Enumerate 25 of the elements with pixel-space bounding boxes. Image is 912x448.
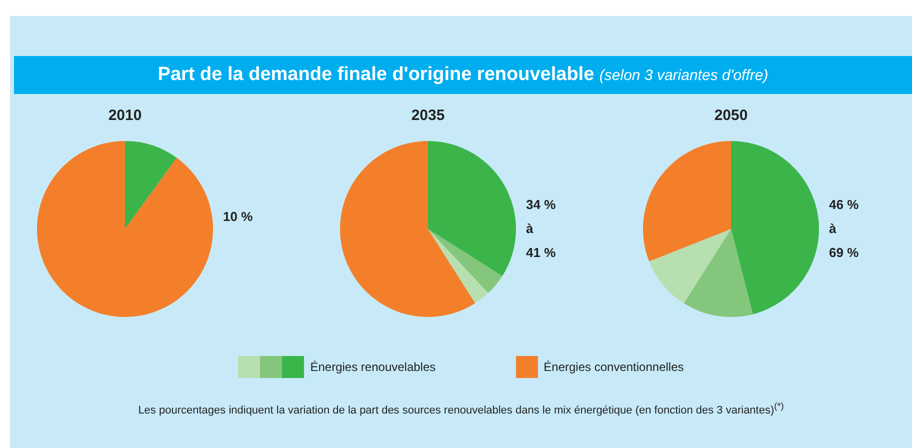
text: 41 %: [526, 245, 556, 260]
text: 69 %: [829, 245, 860, 260]
pie-slice: [125, 141, 177, 229]
text: 10 %: [223, 209, 254, 224]
chart-title: 2010: [108, 107, 142, 124]
text: à: [526, 221, 534, 236]
pie-slice: [643, 141, 731, 262]
legend-label: Énergies conventionnelles: [544, 360, 684, 374]
text: (selon 3 variantes d'offre): [599, 67, 768, 84]
pie-slice: [684, 229, 753, 317]
text: à: [829, 221, 837, 236]
pie-slice: [37, 141, 213, 317]
text: 34 %: [526, 197, 556, 212]
pie-slice: [649, 229, 731, 304]
text: 46 %: [829, 197, 860, 212]
pie-slice: [731, 141, 819, 314]
pie-slice: [428, 229, 502, 294]
pie-slice: [428, 229, 488, 304]
pie-slice: [428, 141, 516, 276]
text: Les pourcentages indiquent la variation de la part des sources renouvelables dans le mix énergétique (en fonction des 3 variantes)$^{(*)}$: [137, 401, 785, 417]
pie-slice: [340, 141, 476, 317]
legend-label: Énergies renouvelables: [310, 360, 436, 374]
text: Part de la demande finale d'origine renouvelable: [158, 64, 594, 85]
chart-title: 2050: [714, 107, 748, 124]
chart-title: 2035: [411, 107, 445, 124]
